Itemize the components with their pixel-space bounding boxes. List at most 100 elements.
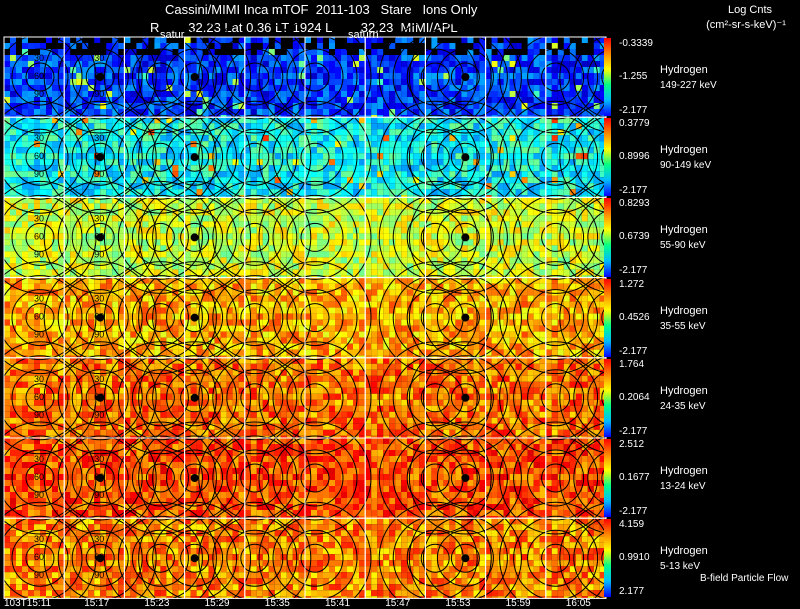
heatmap-cell [130,245,137,252]
heatmap-cell [533,67,540,73]
heatmap-cell [232,129,239,136]
heatmap-cell [82,109,89,115]
heatmap-cell [100,91,107,97]
heatmap-cell [545,257,552,264]
heatmap-cell [389,233,396,240]
heatmap-cell [329,177,335,184]
heatmap-cell [40,301,46,308]
heatmap-cell [250,165,257,172]
heatmap-cell [437,245,444,252]
heatmap-cell [455,85,462,91]
heatmap-cell [347,135,353,142]
heatmap-cell [40,153,46,160]
heatmap-cell [16,85,22,91]
heatmap-cell [226,227,233,234]
heatmap-cell [413,203,420,210]
heatmap-cell [76,245,83,252]
heatmap-cell [94,183,101,190]
heatmap-cell [118,221,125,228]
heatmap-cell [563,109,570,115]
heatmap-cell [160,307,167,314]
heatmap-cell [365,85,372,91]
heatmap-cell [148,331,155,338]
heatmap-cell [34,349,40,356]
heatmap-cell [232,269,239,276]
heatmap-cell [184,295,191,302]
heatmap-cell [449,115,456,118]
heatmap-cell [298,195,305,198]
heatmap-cell [136,183,143,190]
heatmap-cell [142,245,149,252]
heatmap-cell [371,239,378,246]
heatmap-cell [292,257,299,264]
heatmap-cell [521,195,528,198]
heatmap-cell [160,313,167,320]
heatmap-cell [437,263,444,270]
heatmap-cell [533,61,540,67]
heatmap-cell [431,55,438,61]
heatmap-cell [208,239,215,246]
heatmap-cell [485,147,492,154]
heatmap-cell [286,263,293,270]
heatmap-cell [365,79,372,85]
heatmap-cell [100,325,107,332]
heatmap-cell [365,203,372,210]
heatmap-cell [401,275,408,278]
heatmap-cell [238,165,245,172]
heatmap-cell [154,355,161,358]
heatmap-cell [527,171,534,178]
heatmap-cell [593,79,600,85]
heatmap-cell [46,295,52,302]
heatmap-cell [425,215,432,222]
heatmap-cell [52,257,58,264]
heatmap-cell [118,251,125,258]
heatmap-cell [557,239,564,246]
heatmap-cell [329,55,335,61]
heatmap-cell [178,331,185,338]
heatmap-cell [443,197,450,204]
heatmap-cell [34,195,40,198]
heatmap-cell [545,197,552,204]
heatmap-cell [202,115,209,118]
heatmap-cell [184,215,191,222]
heatmap-cell [389,275,396,278]
heatmap-cell [100,215,107,222]
heatmap-cell [425,153,432,160]
heatmap-cell [395,275,402,278]
heatmap-cell [539,165,546,172]
heatmap-cell [599,221,606,228]
heatmap-cell [172,295,179,302]
heatmap-cell [214,203,221,210]
heatmap-cell [10,289,16,296]
heatmap-cell [407,209,414,216]
heatmap-cell [10,263,16,270]
heatmap-cell [70,343,77,350]
heatmap-cell [280,171,287,178]
heatmap-cell [491,177,498,184]
heatmap-cell [130,233,137,240]
heatmap-cell [557,257,564,264]
heatmap-cell [220,227,227,234]
heatmap-cell [64,325,71,332]
heatmap-cell [551,209,558,216]
heatmap-cell [40,67,46,73]
heatmap-cell [593,165,600,172]
heatmap-cell [94,343,101,350]
heatmap-cell [100,245,107,252]
heatmap-cell [214,37,221,43]
heatmap-cell [323,49,329,55]
heatmap-cell [238,171,245,178]
heatmap-cell [437,153,444,160]
heatmap-cell [214,209,221,216]
heatmap-cell [142,215,149,222]
heatmap-cell [214,91,221,97]
heatmap-cell [563,195,570,198]
heatmap-cell [292,135,299,142]
heatmap-cell [317,203,323,210]
heatmap-cell [431,209,438,216]
heatmap-cell [202,55,209,61]
heatmap-cell [214,115,221,118]
heatmap-cell [16,159,22,166]
heatmap-cell [431,67,438,73]
heatmap-cell [575,171,582,178]
